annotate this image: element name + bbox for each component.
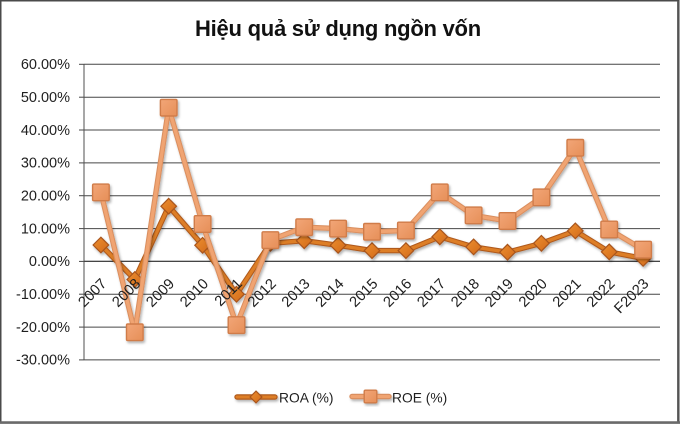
svg-text:-10.00%: -10.00% bbox=[16, 287, 70, 303]
svg-text:Hiệu quả sử dụng ngồn vốn: Hiệu quả sử dụng ngồn vốn bbox=[195, 16, 481, 41]
svg-text:60.00%: 60.00% bbox=[21, 57, 70, 73]
svg-text:40.00%: 40.00% bbox=[21, 123, 70, 139]
svg-text:0.00%: 0.00% bbox=[29, 254, 70, 270]
svg-text:20.00%: 20.00% bbox=[21, 189, 70, 205]
svg-text:-30.00%: -30.00% bbox=[16, 353, 70, 369]
svg-text:ROA (%): ROA (%) bbox=[279, 391, 333, 406]
svg-text:10.00%: 10.00% bbox=[21, 221, 70, 237]
svg-text:ROE (%): ROE (%) bbox=[392, 391, 447, 406]
svg-text:-20.00%: -20.00% bbox=[16, 320, 70, 336]
svg-text:50.00%: 50.00% bbox=[21, 90, 70, 106]
svg-text:30.00%: 30.00% bbox=[21, 156, 70, 172]
